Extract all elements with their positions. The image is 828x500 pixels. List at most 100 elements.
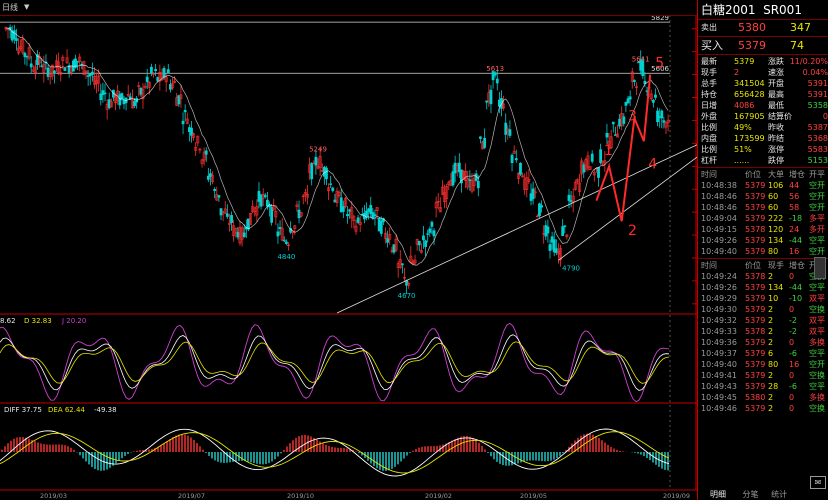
- trade-cell-k: 空平: [809, 382, 825, 391]
- tab-stats[interactable]: 统计: [771, 490, 788, 499]
- trade-row: 10:49:32 5379 2 -2 双平: [698, 315, 828, 326]
- candle-body: [204, 150, 208, 155]
- trade-cell-t: 10:49:41: [701, 371, 737, 380]
- trade-cell-v: 10: [768, 294, 779, 303]
- trade-cell-t: 10:49:15: [701, 225, 737, 234]
- trade-row: 10:49:26 5379 134 -44 空平: [698, 282, 828, 293]
- chart-area[interactable]: 5829 5606 5613 5249 4840 4670 4790 5641 1 2 3 4 5 201…: [0, 0, 697, 500]
- candle-body: [190, 127, 193, 136]
- trade-header: 时间价位现手增仓开平: [698, 260, 828, 271]
- candle-body: [468, 179, 472, 182]
- candle-body: [563, 225, 567, 227]
- trade-header-oi: 增仓: [789, 261, 805, 270]
- candle-body: [419, 250, 423, 253]
- trade-cell-v: 106: [768, 181, 784, 190]
- candle-body: [166, 69, 170, 74]
- candle-body: [327, 187, 330, 192]
- stat-value: 341504: [734, 79, 765, 88]
- chevron-down-icon[interactable]: ▼: [24, 3, 30, 11]
- candle-body: [611, 121, 615, 125]
- candle-body: [354, 225, 358, 232]
- trade-cell-t: 10:49:36: [701, 338, 737, 347]
- trade-cell-o: 58: [789, 203, 800, 212]
- trade-row: 10:49:04 5379 222 -18 多平: [698, 213, 828, 224]
- candle-body: [588, 166, 592, 170]
- candle-body: [65, 57, 69, 63]
- stat-label: 比例: [701, 123, 717, 132]
- candle-body: [137, 85, 141, 88]
- candle-body: [223, 208, 227, 214]
- stat-value-2: 5368: [807, 134, 828, 143]
- stat-row: 总手 341504 开盘 5391: [698, 78, 828, 89]
- mail-icon[interactable]: ✉: [810, 476, 826, 489]
- trade-row: 10:49:40 5379 80 16 空开: [698, 246, 828, 257]
- candle-body: [660, 110, 664, 119]
- candle-body: [651, 99, 655, 103]
- candle-body: [303, 192, 307, 196]
- candle-body: [527, 179, 531, 182]
- candle-body: [571, 195, 575, 203]
- candle-body: [99, 93, 103, 101]
- candle-body: [479, 136, 482, 139]
- trade-cell-o: -44: [789, 236, 803, 245]
- trade-cell-v: 2: [768, 327, 774, 336]
- stat-value: 2: [734, 68, 740, 77]
- candle-body: [341, 206, 345, 212]
- period-selector[interactable]: 日线: [2, 3, 18, 12]
- stat-row: 内盘 173599 昨结 5368: [698, 133, 828, 144]
- price-annotation: 5613: [486, 65, 504, 73]
- candle-body: [413, 259, 417, 264]
- tab-detail[interactable]: 明细: [710, 490, 726, 499]
- trade-header-vol: 大单: [768, 170, 784, 179]
- candle-body: [306, 194, 309, 198]
- trade-cell-v: 60: [768, 203, 779, 212]
- x-axis-label: 2019/02: [425, 492, 452, 500]
- wave-mark: 2: [628, 223, 637, 239]
- trade-row: 10:49:26 5379 134 -44 空平: [698, 235, 828, 246]
- trade-row: 10:49:45 5380 2 0 多换: [698, 392, 828, 403]
- stat-label-2: 结算价: [768, 112, 792, 121]
- instrument-header: 白糖2001 SR001: [698, 0, 828, 20]
- candle-body: [521, 175, 524, 178]
- candle-body: [358, 221, 362, 226]
- macd-dea-line: [0, 431, 670, 474]
- candle-body: [61, 56, 65, 61]
- chart-toolbar: 日线 ▼: [0, 0, 697, 16]
- candle-body: [325, 167, 328, 180]
- trade-cell-p: 5378: [745, 327, 766, 336]
- candle-body: [177, 95, 181, 105]
- stat-label-2: 涨停: [768, 145, 784, 154]
- moving-average-line: [5, 27, 669, 266]
- candle-body: [394, 238, 398, 251]
- trade-cell-v: 28: [768, 382, 779, 391]
- stat-row: 杠杆...... 跌停 5153: [698, 155, 828, 166]
- x-axis-label: 2019/07: [178, 492, 205, 500]
- trade-cell-k: 多开: [809, 225, 825, 234]
- candle-body: [202, 151, 206, 161]
- candle-body: [630, 71, 634, 82]
- candle-body: [599, 149, 603, 163]
- candlestick-chart[interactable]: 5829 5606 5613 5249 4840 4670 4790 5641 1 2 3 4 5 201…: [0, 0, 697, 500]
- candle-body: [109, 101, 113, 108]
- candle-body: [154, 69, 158, 71]
- candle-body: [451, 171, 455, 186]
- stats-table: 最新 5379 涨跌 11/0.20% 现手 2 速涨 0.04% 总手 341504 开盘 5391…: [698, 56, 828, 166]
- candle-body: [255, 206, 259, 216]
- stat-label-2: 最高: [768, 90, 784, 99]
- stat-label-2: 速涨: [768, 68, 784, 77]
- candle-body: [578, 182, 581, 192]
- candle-body: [561, 226, 565, 237]
- candle-body: [546, 226, 550, 234]
- tab-ticks[interactable]: 分笔: [742, 490, 759, 499]
- scrollbar-thumb[interactable]: [814, 257, 826, 279]
- stat-label: 最新: [701, 57, 717, 66]
- stat-label: 持仓: [701, 90, 717, 99]
- candle-body: [74, 58, 77, 68]
- trade-cell-v: 134: [768, 283, 784, 292]
- trade-cell-o: 44: [789, 181, 800, 190]
- trade-cell-t: 10:49:30: [701, 305, 737, 314]
- stat-value: 167905: [734, 112, 765, 121]
- candle-body: [369, 205, 373, 214]
- candle-body: [552, 239, 556, 253]
- trade-cell-k: 空换: [809, 371, 825, 380]
